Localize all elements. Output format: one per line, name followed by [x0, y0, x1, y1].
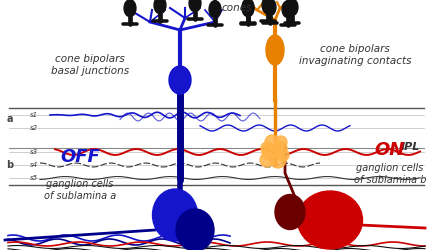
Ellipse shape — [242, 0, 254, 16]
Ellipse shape — [282, 1, 294, 18]
Ellipse shape — [169, 66, 191, 94]
Ellipse shape — [262, 144, 278, 160]
Ellipse shape — [264, 0, 276, 16]
Text: cones: cones — [222, 3, 253, 13]
Ellipse shape — [260, 153, 274, 167]
Ellipse shape — [209, 1, 221, 18]
Text: ganglion cells
of sublamina a: ganglion cells of sublamina a — [44, 179, 116, 201]
Ellipse shape — [266, 35, 284, 65]
Ellipse shape — [189, 0, 201, 12]
Ellipse shape — [154, 0, 166, 14]
Text: ganglion cells
of sublamina b: ganglion cells of sublamina b — [354, 163, 426, 185]
Text: s1: s1 — [30, 112, 38, 118]
Ellipse shape — [277, 149, 289, 161]
Ellipse shape — [297, 191, 363, 249]
Text: a: a — [7, 114, 13, 124]
Text: s5: s5 — [30, 175, 38, 181]
Ellipse shape — [261, 142, 273, 154]
Text: s2: s2 — [30, 125, 38, 131]
Text: s3: s3 — [30, 149, 38, 155]
Ellipse shape — [275, 136, 287, 148]
Text: cone bipolars
basal junctions: cone bipolars basal junctions — [51, 54, 129, 76]
Ellipse shape — [242, 0, 254, 17]
Ellipse shape — [262, 0, 274, 14]
Ellipse shape — [273, 141, 287, 155]
Ellipse shape — [124, 0, 136, 17]
Ellipse shape — [286, 0, 298, 16]
Ellipse shape — [270, 152, 286, 168]
Ellipse shape — [176, 209, 214, 250]
Text: OFF: OFF — [60, 148, 100, 166]
Ellipse shape — [265, 135, 279, 149]
Text: cone bipolars
invaginating contacts: cone bipolars invaginating contacts — [299, 44, 411, 66]
Text: b: b — [6, 160, 14, 170]
Text: IPL: IPL — [401, 142, 420, 152]
Ellipse shape — [275, 194, 305, 230]
Ellipse shape — [152, 189, 197, 241]
Text: ON: ON — [375, 141, 405, 159]
Text: s4: s4 — [30, 162, 38, 168]
